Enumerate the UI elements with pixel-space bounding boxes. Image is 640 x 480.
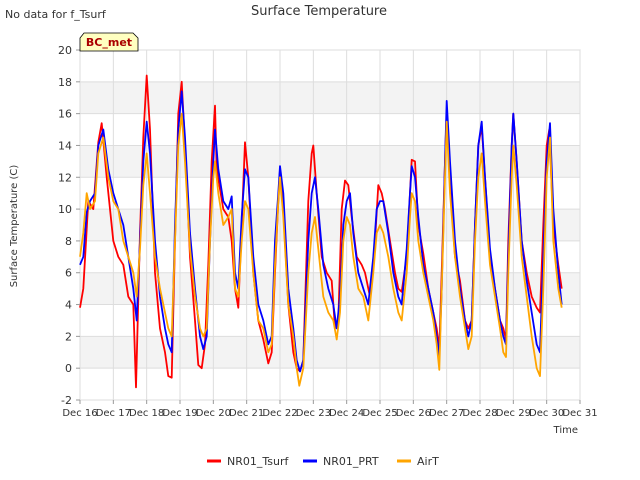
y-tick-label: 12 <box>58 171 72 184</box>
y-tick-label: 14 <box>58 139 72 152</box>
y-tick-label: 6 <box>65 267 72 280</box>
x-tick-label: Dec 30 <box>529 408 564 419</box>
legend-label: AirT <box>417 455 439 468</box>
x-tick-label: Dec 21 <box>229 408 264 419</box>
series-line-nr01-prt <box>79 90 563 373</box>
y-tick-label: 18 <box>58 76 72 89</box>
y-tick-label: -2 <box>61 394 72 407</box>
y-tick-label: 8 <box>65 235 72 248</box>
x-tick-label: Dec 18 <box>129 408 164 419</box>
grid-band <box>80 81 580 114</box>
x-tick-label: Dec 22 <box>262 408 297 419</box>
y-tick-label: 16 <box>58 108 72 121</box>
x-tick-label: Dec 26 <box>396 408 431 419</box>
legend-label: NR01_PRT <box>323 455 379 468</box>
grid-band <box>80 145 580 178</box>
x-tick-label: Dec 17 <box>96 408 131 419</box>
chart-title: Surface Temperature <box>251 4 387 19</box>
y-tick-label: 10 <box>58 203 72 216</box>
x-tick-label: Dec 19 <box>162 408 197 419</box>
y-tick-label: 0 <box>65 362 72 375</box>
y-tick-label: 2 <box>65 330 72 343</box>
grid-band <box>80 209 580 241</box>
series-layer <box>79 74 563 389</box>
x-tick-label: Dec 20 <box>196 408 231 419</box>
x-tick-label: Dec 29 <box>496 408 531 419</box>
y-tick-label: 20 <box>58 44 72 57</box>
plot-area <box>79 49 581 401</box>
y-axis-ticks: -2 0 2 4 6 8 10 12 14 16 18 20 <box>58 44 80 407</box>
x-axis-label: Time <box>553 425 578 436</box>
legend-label: NR01_Tsurf <box>227 455 289 468</box>
x-tick-label: Dec 31 <box>562 408 597 419</box>
x-tick-label: Dec 28 <box>462 408 497 419</box>
station-badge-label: BC_met <box>86 36 132 49</box>
x-tick-label: Dec 25 <box>362 408 397 419</box>
legend: NR01_Tsurf NR01_PRT AirT <box>207 455 439 468</box>
station-badge: BC_met <box>79 32 139 52</box>
x-tick-label: Dec 23 <box>296 408 331 419</box>
x-tick-label: Dec 24 <box>329 408 364 419</box>
y-axis-label: Surface Temperature (C) <box>9 165 20 288</box>
station-badge-box <box>79 32 139 52</box>
y-tick-label: 4 <box>65 299 72 312</box>
no-data-note: No data for f_Tsurf <box>5 8 107 21</box>
x-tick-label: Dec 16 <box>62 408 97 419</box>
x-tick-label: Dec 27 <box>429 408 464 419</box>
series-line-airt <box>79 112 563 387</box>
